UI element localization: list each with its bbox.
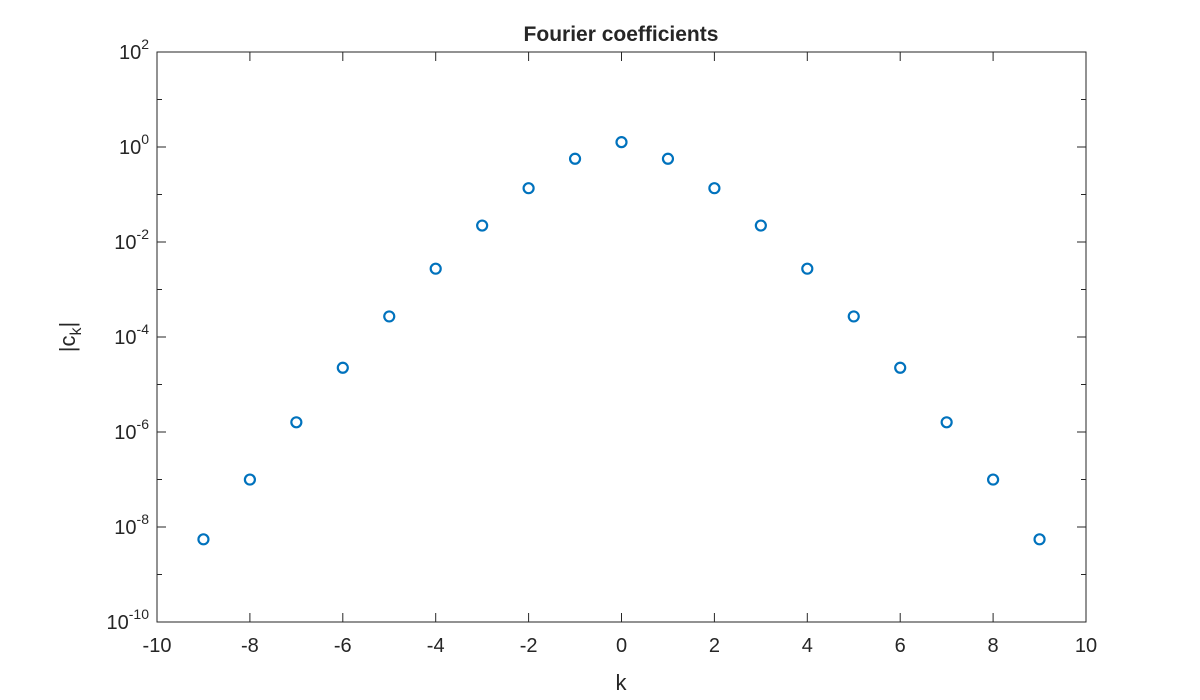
x-tick-label: -8 — [241, 635, 259, 657]
data-point — [661, 152, 675, 165]
x-tick-label: -2 — [520, 635, 538, 657]
data-point — [197, 533, 210, 546]
chart-title: Fourier coefficients — [524, 23, 719, 46]
data-point — [522, 182, 535, 195]
x-tick-label: -4 — [427, 635, 445, 657]
data-point — [615, 136, 628, 149]
x-tick-label: 6 — [895, 635, 906, 657]
x-tick-label: 8 — [988, 635, 999, 657]
x-tick-label: -10 — [143, 635, 172, 657]
y-tick-label: 10-10 — [107, 606, 150, 634]
y-tick-label: 102 — [119, 36, 149, 64]
data-point — [243, 473, 256, 486]
y-tick-label: 10-4 — [114, 321, 149, 349]
data-point — [847, 310, 860, 323]
data-point — [894, 361, 907, 374]
data-point — [290, 416, 303, 429]
x-axis-label: k — [616, 670, 628, 695]
data-point — [1033, 533, 1046, 546]
data-point — [754, 219, 767, 232]
data-point — [940, 416, 953, 429]
x-tick-label: 4 — [802, 635, 813, 657]
y-tick-label: 10-8 — [114, 511, 149, 539]
data-point — [429, 262, 442, 275]
y-axis-label: |ck| — [55, 322, 85, 352]
data-point — [336, 361, 349, 374]
x-tick-label: -6 — [334, 635, 352, 657]
x-tick-label: 10 — [1075, 635, 1097, 657]
data-point — [476, 219, 489, 232]
x-tick-label: 0 — [616, 635, 627, 657]
data-point — [568, 152, 582, 165]
x-tick-label: 2 — [709, 635, 720, 657]
y-tick-label: 100 — [119, 131, 149, 159]
data-point — [708, 182, 721, 195]
y-tick-label: 10-2 — [114, 226, 149, 254]
data-point — [383, 310, 396, 323]
data-point — [801, 262, 814, 275]
data-point — [986, 473, 1000, 486]
svg-text:|ck|: |ck| — [55, 322, 85, 352]
y-tick-label: 10-6 — [114, 416, 149, 444]
